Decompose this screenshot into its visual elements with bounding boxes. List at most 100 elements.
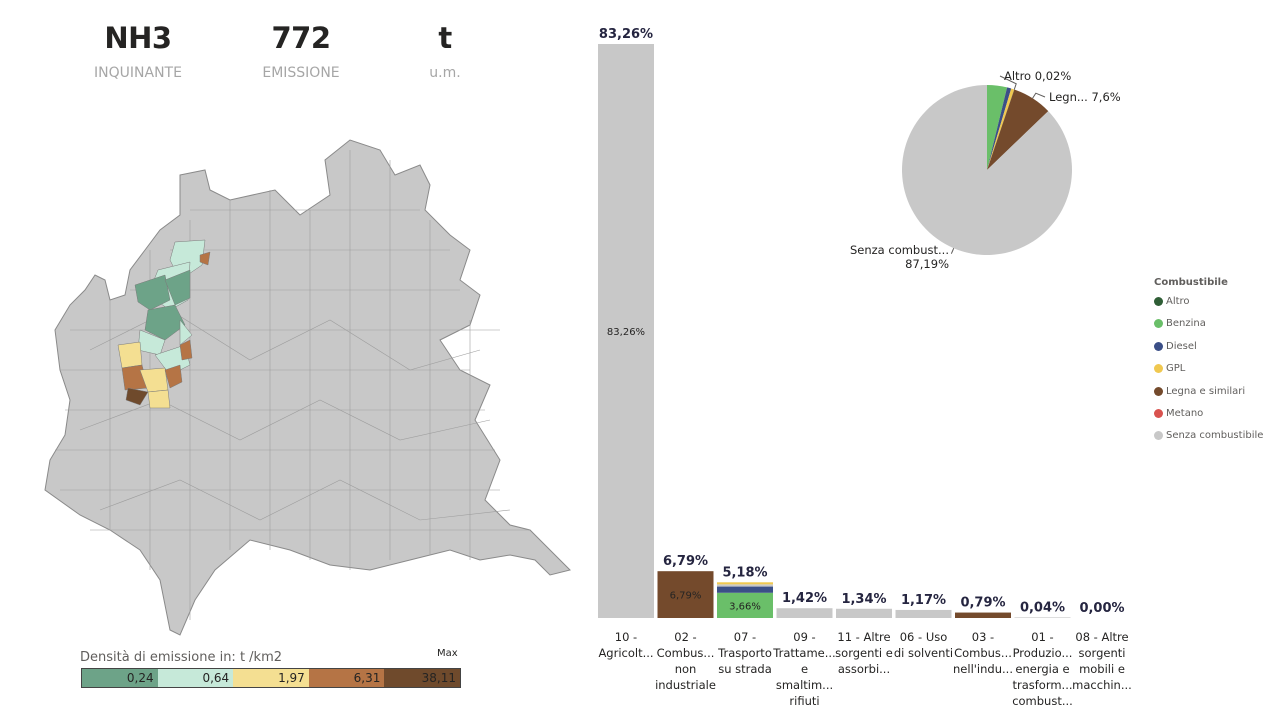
density-class-1[interactable]: 0,24 <box>82 669 158 687</box>
category-label: 06 - Uso <box>900 630 948 644</box>
category-label: nell'indu... <box>953 662 1013 676</box>
bar-segment[interactable] <box>598 44 654 618</box>
category-label: e <box>801 662 808 676</box>
density-legend: 0,24 0,64 1,97 6,31 38,11 <box>81 668 461 688</box>
bar-total-label: 5,18% <box>722 565 767 580</box>
fuel-legend: Combustibile Altro Benzina Diesel GPL Legna … <box>1154 277 1263 453</box>
kpi-emission-label: EMISSIONE <box>262 65 340 81</box>
category-label: 02 - <box>674 630 696 644</box>
category-label: Combus... <box>954 646 1012 660</box>
map-highlight-area[interactable] <box>117 239 211 409</box>
fuel-legend-label: Diesel <box>1166 340 1197 352</box>
density-legend-max: Max <box>437 648 458 659</box>
pie-slice[interactable] <box>987 87 1012 170</box>
pie-slice-label: Legn... 7,6% <box>1049 90 1121 104</box>
pie-slice[interactable] <box>987 88 1015 170</box>
bar-total-label: 0,04% <box>1020 601 1065 616</box>
bar-segment[interactable] <box>717 592 773 618</box>
bar-total-label: 1,34% <box>841 592 886 607</box>
bar-segment[interactable] <box>955 612 1011 618</box>
bar-total-label: 0,79% <box>960 596 1005 611</box>
category-label: macchin... <box>1072 678 1132 692</box>
fuel-legend-item[interactable]: Altro <box>1154 296 1263 318</box>
category-label: 08 - Altre <box>1075 630 1128 644</box>
pie-slice[interactable] <box>987 89 1049 170</box>
pie-slice-label: 87,19% <box>905 257 949 271</box>
category-label: trasform... <box>1012 678 1072 692</box>
bar-segment[interactable] <box>717 584 773 587</box>
bar-segment[interactable] <box>776 608 833 618</box>
bar-segment[interactable] <box>895 609 952 618</box>
kpi-pollutant: NH3 INQUINANTE <box>63 18 213 88</box>
kpi-emission: 772 EMISSIONE <box>226 18 376 88</box>
region-outline[interactable] <box>44 139 571 636</box>
category-label: 01 - <box>1031 630 1053 644</box>
fuel-legend-label: Legna e similari <box>1166 385 1246 397</box>
fuel-legend-title: Combustibile <box>1154 277 1228 288</box>
category-label: Produzio... <box>1013 646 1073 660</box>
map-svg[interactable] <box>30 130 580 645</box>
category-label: combust... <box>1012 694 1073 708</box>
bar-segment[interactable] <box>1014 617 1071 618</box>
density-class-3[interactable]: 1,97 <box>233 669 309 687</box>
density-class-5[interactable]: 38,11 <box>384 669 460 687</box>
fuel-legend-item[interactable]: Legna e similari <box>1154 386 1263 408</box>
category-label: sorgenti e <box>835 646 893 660</box>
category-label: 03 - <box>972 630 994 644</box>
category-label: su strada <box>718 662 772 676</box>
fuel-legend-label: Metano <box>1166 407 1204 419</box>
pie-slice[interactable] <box>987 89 1015 170</box>
bar-segment[interactable] <box>717 586 773 593</box>
sector-bar-chart[interactable]: 83,26% 83,26% 10 - Agricolt... 6,79% 6,79% 02 … <box>590 20 1145 715</box>
fuel-legend-label: Altro <box>1166 296 1190 307</box>
kpi-pollutant-label: INQUINANTE <box>94 65 182 81</box>
emission-density-map[interactable] <box>30 130 580 645</box>
bar-total-label: 1,42% <box>782 591 827 606</box>
fuel-legend-label: GPL <box>1166 363 1186 375</box>
bar-segment-label: 83,26% <box>607 327 645 338</box>
legend-dot-icon <box>1154 319 1163 329</box>
bar-segment-label: 3,66% <box>729 601 761 612</box>
pie-leader-line <box>1032 92 1046 99</box>
category-label: mobili e <box>1079 662 1125 676</box>
category-label: Trattame... <box>772 646 835 660</box>
fuel-legend-item[interactable]: Metano <box>1154 408 1263 430</box>
category-label: assorbi... <box>838 662 890 676</box>
fuel-legend-item[interactable]: GPL <box>1154 363 1263 385</box>
legend-dot-icon <box>1154 431 1163 441</box>
legend-dot-icon <box>1154 297 1163 306</box>
bar-total-label: 1,17% <box>901 593 946 608</box>
category-label: Combus... <box>657 646 715 660</box>
bar-total-label: 6,79% <box>663 554 708 569</box>
pie-slice-label: Senza combust... <box>850 243 949 257</box>
category-label: Trasporto <box>717 646 772 660</box>
fuel-legend-item[interactable]: Senza combustibile <box>1154 430 1263 452</box>
category-label: 10 - <box>615 630 637 644</box>
density-class-4[interactable]: 6,31 <box>308 669 385 687</box>
category-label: 09 - <box>793 630 815 644</box>
pie-slice[interactable] <box>987 85 1008 170</box>
pie-leader-line <box>950 248 955 254</box>
fuel-legend-item[interactable]: Diesel <box>1154 341 1263 363</box>
pie-slice[interactable] <box>902 85 1072 255</box>
bar-segment[interactable] <box>717 582 773 585</box>
fuel-legend-label: Senza combustibile <box>1166 430 1264 442</box>
bar-segment-label: 6,79% <box>670 591 702 602</box>
bar-segment[interactable] <box>836 608 892 618</box>
category-label: 07 - <box>734 630 756 644</box>
fuel-legend-item[interactable]: Benzina <box>1154 318 1263 340</box>
pie-slice-label: Altro 0,02% <box>1004 69 1071 83</box>
category-label: sorgenti <box>1079 646 1126 660</box>
pie-leader-line <box>999 75 1017 90</box>
category-label: rifiuti <box>789 694 819 708</box>
legend-dot-icon <box>1154 408 1163 418</box>
kpi-unit-value: t <box>438 21 452 55</box>
kpi-pollutant-value: NH3 <box>104 21 172 55</box>
bar-segment[interactable] <box>657 571 714 618</box>
density-class-2[interactable]: 0,64 <box>157 669 234 687</box>
fuel-pie-chart[interactable]: Altro 0,02% Legn... 7,6% Senza combust...8… <box>830 60 1150 280</box>
legend-dot-icon <box>1154 364 1163 374</box>
bar-total-label: 0,00% <box>1079 601 1124 616</box>
kpi-unit: t u.m. <box>370 18 520 88</box>
fuel-legend-items: Altro Benzina Diesel GPL Legna e similari Met… <box>1154 296 1263 453</box>
